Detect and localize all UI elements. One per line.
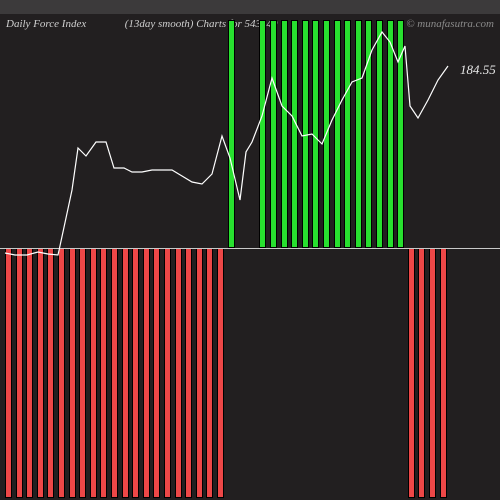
bar-down	[175, 248, 182, 498]
bar-up	[344, 20, 351, 248]
bar-down	[47, 248, 54, 498]
bar-down	[440, 248, 447, 498]
bar-up	[355, 20, 362, 248]
bar-up	[376, 20, 383, 248]
plot-area: Daily Force Index (13day smooth) Charts …	[0, 14, 500, 500]
bar-up	[312, 20, 319, 248]
bar-up	[323, 20, 330, 248]
bar-down	[37, 248, 44, 498]
bar-up	[291, 20, 298, 248]
bar-down	[5, 248, 12, 498]
bar-down	[143, 248, 150, 498]
bar-up	[228, 20, 235, 248]
bar-down	[429, 248, 436, 498]
bar-down	[26, 248, 33, 498]
zero-baseline	[0, 248, 500, 249]
bar-up	[281, 20, 288, 248]
bar-down	[132, 248, 139, 498]
bar-down	[69, 248, 76, 498]
bar-down	[79, 248, 86, 498]
bar-up	[270, 20, 277, 248]
bar-up	[365, 20, 372, 248]
force-index-chart: Daily Force Index (13day smooth) Charts …	[0, 0, 500, 500]
bar-up	[302, 20, 309, 248]
bar-down	[408, 248, 415, 498]
bar-down	[100, 248, 107, 498]
bar-up	[397, 20, 404, 248]
bar-down	[418, 248, 425, 498]
bar-down	[185, 248, 192, 498]
bar-down	[206, 248, 213, 498]
bar-down	[16, 248, 23, 498]
bar-down	[90, 248, 97, 498]
bar-up	[259, 20, 266, 248]
bar-down	[164, 248, 171, 498]
bars-layer	[0, 14, 500, 500]
bar-down	[196, 248, 203, 498]
bar-down	[111, 248, 118, 498]
bar-down	[153, 248, 160, 498]
bar-down	[122, 248, 129, 498]
bar-up	[334, 20, 341, 248]
bar-down	[217, 248, 224, 498]
last-value-label: 184.55	[460, 62, 496, 78]
bar-up	[387, 20, 394, 248]
bar-down	[58, 248, 65, 498]
